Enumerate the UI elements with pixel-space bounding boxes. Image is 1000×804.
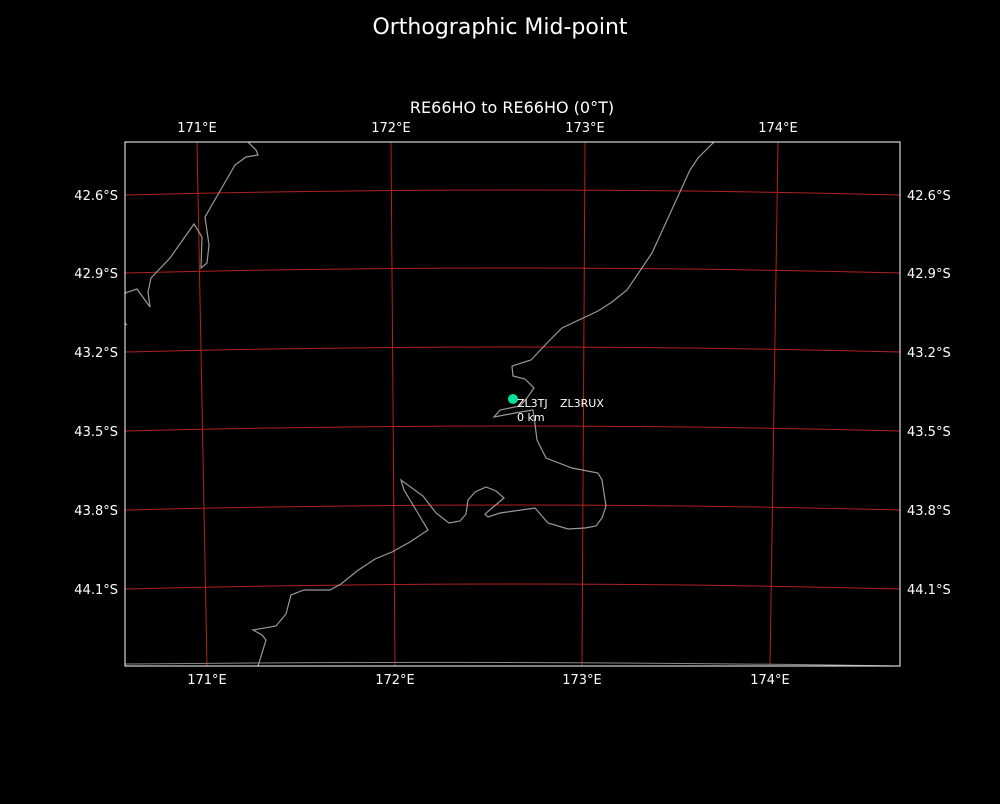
lat-label-right: 42.9°S xyxy=(907,267,951,282)
lat-label-left: 44.1°S xyxy=(74,583,118,598)
parallel-line xyxy=(125,661,900,666)
map-subtitle: RE66HO to RE66HO (0°T) xyxy=(410,98,614,117)
lon-label-bottom: 174°E xyxy=(750,673,790,688)
map-area: ZL3TJ ZL3RUX 0 km xyxy=(125,142,900,666)
lat-label-right: 43.5°S xyxy=(907,425,951,440)
lat-label-left: 43.8°S xyxy=(74,504,118,519)
parallel-line xyxy=(125,346,900,353)
meridian-line xyxy=(390,142,396,666)
lat-label-right: 42.6°S xyxy=(907,189,951,204)
meridian-line xyxy=(769,142,779,666)
marker-label-secondary: ZL3RUX xyxy=(560,397,604,410)
coastline xyxy=(251,142,715,666)
lon-label-top: 174°E xyxy=(758,121,798,136)
lat-label-right: 44.1°S xyxy=(907,583,951,598)
lon-label-bottom: 173°E xyxy=(562,673,602,688)
parallel-line xyxy=(125,583,900,590)
map-frame xyxy=(124,141,901,667)
lon-label-top: 171°E xyxy=(177,121,217,136)
lon-label-top: 172°E xyxy=(371,121,411,136)
parallel-line xyxy=(125,189,900,196)
lon-label-bottom: 171°E xyxy=(187,673,227,688)
marker-label-primary: ZL3TJ xyxy=(517,397,548,410)
parallel-line xyxy=(125,267,900,274)
parallel-line xyxy=(125,504,900,511)
figure-title: Orthographic Mid-point xyxy=(372,15,627,40)
lat-label-right: 43.8°S xyxy=(907,504,951,519)
lon-label-top: 173°E xyxy=(565,121,605,136)
meridian-line xyxy=(196,142,208,666)
graticule xyxy=(125,142,900,666)
coastline xyxy=(125,142,259,308)
lat-label-left: 42.9°S xyxy=(74,267,118,282)
location-marker-icon[interactable] xyxy=(508,394,518,404)
lat-label-left: 43.2°S xyxy=(74,346,118,361)
lat-label-left: 42.6°S xyxy=(74,189,118,204)
meridian-line xyxy=(581,142,586,666)
marker-distance: 0 km xyxy=(517,411,545,424)
parallel-line xyxy=(125,425,900,432)
lon-label-bottom: 172°E xyxy=(375,673,415,688)
lat-label-left: 43.5°S xyxy=(74,425,118,440)
lat-label-right: 43.2°S xyxy=(907,346,951,361)
